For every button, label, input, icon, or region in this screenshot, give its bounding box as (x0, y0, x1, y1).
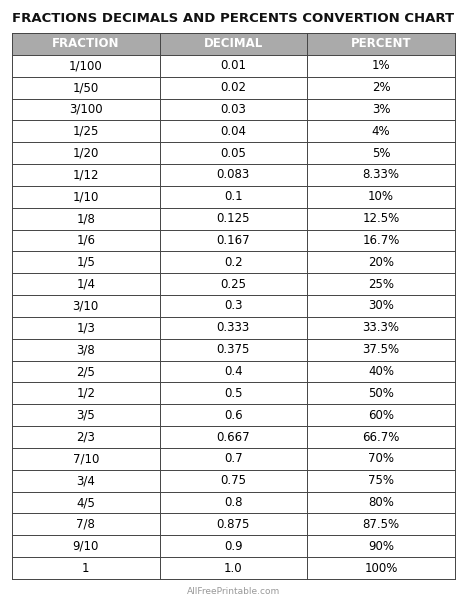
Text: FRACTION: FRACTION (52, 37, 120, 50)
Text: 0.375: 0.375 (217, 343, 250, 356)
Text: 0.7: 0.7 (224, 452, 242, 465)
Text: 80%: 80% (368, 496, 394, 509)
Text: 4/5: 4/5 (76, 496, 95, 509)
Text: 2%: 2% (372, 81, 390, 94)
Text: 66.7%: 66.7% (362, 431, 400, 443)
Text: 7/10: 7/10 (72, 452, 99, 465)
Text: 0.333: 0.333 (217, 321, 250, 335)
Text: 0.167: 0.167 (217, 234, 250, 247)
Text: 0.02: 0.02 (220, 81, 246, 94)
Text: 0.01: 0.01 (220, 59, 246, 72)
Text: 30%: 30% (368, 300, 394, 312)
Text: 0.5: 0.5 (224, 387, 242, 400)
Text: 8.33%: 8.33% (362, 169, 400, 181)
Text: 0.3: 0.3 (224, 300, 242, 312)
Text: 70%: 70% (368, 452, 394, 465)
Text: 75%: 75% (368, 474, 394, 487)
Text: PERCENT: PERCENT (351, 37, 411, 50)
Text: 0.875: 0.875 (217, 518, 250, 531)
Text: 2/3: 2/3 (76, 431, 95, 443)
Text: AllFreePrintable.com: AllFreePrintable.com (187, 588, 280, 597)
Text: 12.5%: 12.5% (362, 212, 400, 225)
Text: 1: 1 (82, 562, 90, 574)
Text: DECIMAL: DECIMAL (204, 37, 263, 50)
Bar (12, 33, 160, 55)
Bar (160, 33, 307, 55)
Text: 1/5: 1/5 (76, 256, 95, 269)
Text: 1/50: 1/50 (73, 81, 99, 94)
Text: 10%: 10% (368, 190, 394, 204)
Text: 37.5%: 37.5% (362, 343, 400, 356)
Bar (307, 33, 455, 55)
Text: 0.8: 0.8 (224, 496, 242, 509)
Text: 2/5: 2/5 (76, 365, 95, 378)
Text: 5%: 5% (372, 147, 390, 159)
Text: 1%: 1% (372, 59, 390, 72)
Text: 0.667: 0.667 (217, 431, 250, 443)
Text: 1/12: 1/12 (72, 169, 99, 181)
Text: 0.03: 0.03 (220, 103, 246, 116)
Text: 3/5: 3/5 (77, 409, 95, 422)
Text: 1/4: 1/4 (76, 278, 95, 291)
Text: 3/10: 3/10 (73, 300, 99, 312)
Text: 3/100: 3/100 (69, 103, 103, 116)
Text: 1/20: 1/20 (72, 147, 99, 159)
Text: 0.2: 0.2 (224, 256, 242, 269)
Text: 7/8: 7/8 (76, 518, 95, 531)
Text: 25%: 25% (368, 278, 394, 291)
Text: 0.05: 0.05 (220, 147, 246, 159)
Text: 0.083: 0.083 (217, 169, 250, 181)
Text: 1/2: 1/2 (76, 387, 95, 400)
Text: 0.1: 0.1 (224, 190, 242, 204)
Text: 1/8: 1/8 (76, 212, 95, 225)
Text: 50%: 50% (368, 387, 394, 400)
Text: FRACTIONS DECIMALS AND PERCENTS CONVERTION CHART: FRACTIONS DECIMALS AND PERCENTS CONVERTI… (13, 13, 454, 25)
Text: 90%: 90% (368, 540, 394, 553)
Text: 1/10: 1/10 (72, 190, 99, 204)
Text: 1/25: 1/25 (72, 125, 99, 138)
Text: 0.25: 0.25 (220, 278, 246, 291)
Text: 33.3%: 33.3% (362, 321, 400, 335)
Text: 60%: 60% (368, 409, 394, 422)
Text: 40%: 40% (368, 365, 394, 378)
Text: 20%: 20% (368, 256, 394, 269)
Text: 87.5%: 87.5% (362, 518, 400, 531)
Text: 1/100: 1/100 (69, 59, 103, 72)
Text: 0.4: 0.4 (224, 365, 242, 378)
Text: 100%: 100% (364, 562, 398, 574)
Text: 9/10: 9/10 (72, 540, 99, 553)
Text: 0.9: 0.9 (224, 540, 242, 553)
Text: 1/3: 1/3 (76, 321, 95, 335)
Text: 1/6: 1/6 (76, 234, 95, 247)
Text: 0.6: 0.6 (224, 409, 242, 422)
Text: 0.04: 0.04 (220, 125, 246, 138)
Text: 16.7%: 16.7% (362, 234, 400, 247)
Text: 0.125: 0.125 (217, 212, 250, 225)
Text: 4%: 4% (372, 125, 390, 138)
Text: 3%: 3% (372, 103, 390, 116)
Text: 0.75: 0.75 (220, 474, 246, 487)
Text: 1.0: 1.0 (224, 562, 242, 574)
Text: 3/8: 3/8 (77, 343, 95, 356)
Text: 3/4: 3/4 (76, 474, 95, 487)
